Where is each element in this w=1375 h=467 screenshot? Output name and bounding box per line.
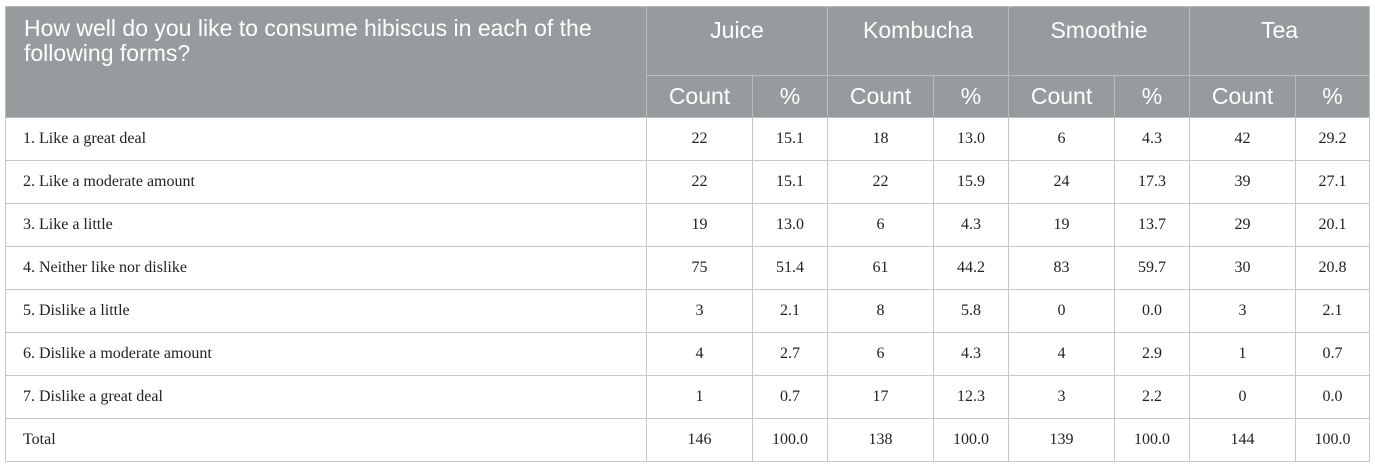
count-cell: 144 (1189, 418, 1297, 462)
percent-cell: 13.7 (1114, 203, 1191, 247)
count-cell: 3 (1008, 375, 1116, 419)
count-cell: 61 (827, 246, 935, 290)
hibiscus-consumption-table: How well do you like to consume hibiscus… (5, 6, 1371, 462)
count-header: Count (827, 75, 935, 118)
percent-cell: 0.0 (1114, 289, 1191, 333)
row-label: 4. Neither like nor dislike (5, 246, 647, 290)
table-row: 4. Neither like nor dislike 75 51.4 61 44.2 8… (5, 246, 1371, 290)
percent-cell: 0.7 (1295, 332, 1371, 376)
percent-cell: 4.3 (933, 332, 1010, 376)
percent-cell: 17.3 (1114, 160, 1191, 204)
count-cell: 17 (827, 375, 935, 419)
count-cell: 75 (646, 246, 753, 290)
percent-header: % (933, 75, 1010, 118)
count-cell: 6 (827, 203, 935, 247)
count-cell: 1 (1189, 332, 1297, 376)
count-header: Count (646, 75, 753, 118)
count-cell: 19 (646, 203, 753, 247)
row-label: 5. Dislike a little (5, 289, 647, 333)
table-row: 1. Like a great deal 22 15.1 18 13.0 6 4.3 42 29… (5, 117, 1371, 161)
percent-cell: 0.7 (751, 375, 829, 419)
count-cell: 4 (1008, 332, 1116, 376)
count-cell: 24 (1008, 160, 1116, 204)
percent-cell: 0.0 (1295, 375, 1371, 419)
count-cell: 19 (1008, 203, 1116, 247)
count-cell: 18 (827, 117, 935, 161)
percent-cell: 29.2 (1295, 117, 1371, 161)
percent-header: % (1114, 75, 1191, 118)
percent-cell: 51.4 (751, 246, 829, 290)
count-cell: 22 (646, 117, 753, 161)
percent-cell: 2.9 (1114, 332, 1191, 376)
row-label: 1. Like a great deal (5, 117, 647, 161)
count-cell: 29 (1189, 203, 1297, 247)
count-header: Count (1189, 75, 1297, 118)
header-row-subheaders: Count % Count % Count % Count % (6, 75, 1371, 118)
percent-cell: 15.1 (751, 160, 829, 204)
count-cell: 83 (1008, 246, 1116, 290)
count-cell: 3 (1189, 289, 1297, 333)
percent-header: % (1295, 75, 1371, 118)
percent-cell: 15.9 (933, 160, 1010, 204)
count-cell: 22 (646, 160, 753, 204)
count-cell: 0 (1189, 375, 1297, 419)
count-cell: 139 (1008, 418, 1116, 462)
count-cell: 4 (646, 332, 753, 376)
count-cell: 39 (1189, 160, 1297, 204)
form-header-kombucha: Kombucha (827, 6, 1010, 76)
table-row: 2. Like a moderate amount 22 15.1 22 15.9 24 1… (5, 160, 1371, 204)
count-cell: 42 (1189, 117, 1297, 161)
percent-cell: 100.0 (751, 418, 829, 462)
table-row: Total 146 100.0 138 100.0 139 100.0 144 100.0 (5, 418, 1371, 462)
row-label: 6. Dislike a moderate amount (5, 332, 647, 376)
percent-cell: 13.0 (751, 203, 829, 247)
table-row: 6. Dislike a moderate amount 4 2.7 6 4.3 4 2.9… (5, 332, 1371, 376)
percent-cell: 44.2 (933, 246, 1010, 290)
percent-cell: 5.8 (933, 289, 1010, 333)
percent-cell: 100.0 (1295, 418, 1371, 462)
row-label: 7. Dislike a great deal (5, 375, 647, 419)
count-cell: 30 (1189, 246, 1297, 290)
form-header-juice: Juice (645, 6, 829, 76)
question-header: How well do you like to consume hibiscus… (5, 6, 647, 118)
percent-cell: 12.3 (933, 375, 1010, 419)
percent-cell: 4.3 (933, 203, 1010, 247)
percent-cell: 13.0 (933, 117, 1010, 161)
percent-cell: 4.3 (1114, 117, 1191, 161)
count-cell: 146 (646, 418, 753, 462)
count-cell: 6 (827, 332, 935, 376)
count-header: Count (1008, 75, 1116, 118)
count-cell: 6 (1008, 117, 1116, 161)
percent-cell: 15.1 (751, 117, 829, 161)
table-body: 1. Like a great deal 22 15.1 18 13.0 6 4.3 42 29… (5, 117, 1371, 462)
percent-header: % (751, 75, 829, 118)
count-cell: 138 (827, 418, 935, 462)
row-label: 3. Like a little (5, 203, 647, 247)
percent-cell: 20.1 (1295, 203, 1371, 247)
percent-cell: 100.0 (933, 418, 1010, 462)
row-label: Total (5, 418, 647, 462)
percent-cell: 2.2 (1114, 375, 1191, 419)
table-row: 3. Like a little 19 13.0 6 4.3 19 13.7 29 20.1 (5, 203, 1371, 247)
table-row: 7. Dislike a great deal 1 0.7 17 12.3 3 2.2 0 0.… (5, 375, 1371, 419)
table-row: 5. Dislike a little 3 2.1 8 5.8 0 0.0 3 2.1 (5, 289, 1371, 333)
percent-cell: 2.1 (751, 289, 829, 333)
count-cell: 1 (646, 375, 753, 419)
count-cell: 22 (827, 160, 935, 204)
percent-cell: 2.1 (1295, 289, 1371, 333)
header-row-forms: How well do you like to consume hibiscus… (5, 6, 1371, 118)
percent-cell: 100.0 (1114, 418, 1191, 462)
percent-cell: 27.1 (1295, 160, 1371, 204)
row-label: 2. Like a moderate amount (5, 160, 647, 204)
count-cell: 8 (827, 289, 935, 333)
form-header-smoothie: Smoothie (1008, 6, 1191, 76)
percent-cell: 2.7 (751, 332, 829, 376)
form-header-tea: Tea (1189, 6, 1371, 76)
count-cell: 0 (1008, 289, 1116, 333)
percent-cell: 20.8 (1295, 246, 1371, 290)
percent-cell: 59.7 (1114, 246, 1191, 290)
count-cell: 3 (646, 289, 753, 333)
